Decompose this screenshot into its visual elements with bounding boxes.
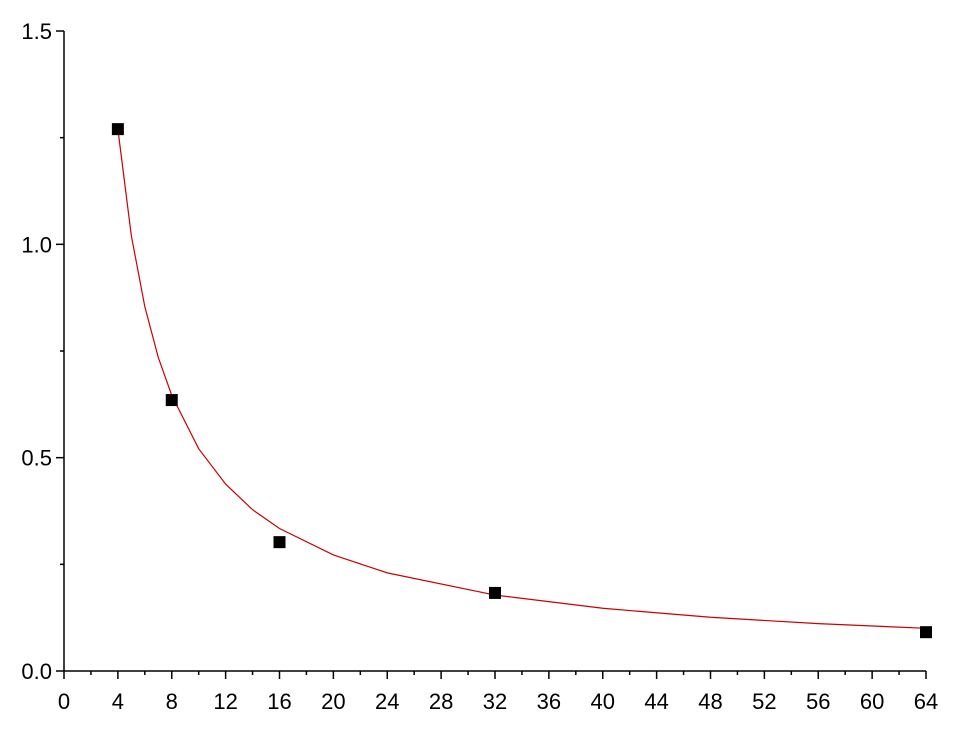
x-tick-label: 60	[860, 689, 884, 714]
x-tick-label: 56	[806, 689, 830, 714]
x-tick-label: 28	[429, 689, 453, 714]
x-tick-label: 64	[914, 689, 938, 714]
point	[111, 123, 124, 136]
x-tick-label: 4	[112, 689, 124, 714]
x-tick-label: 8	[166, 689, 178, 714]
x-tick-label: 52	[752, 689, 776, 714]
x-tick-label: 24	[375, 689, 399, 714]
x-tick-label: 44	[644, 689, 668, 714]
x-tick-label: 20	[321, 689, 345, 714]
y-tick-label: 1.5	[21, 19, 52, 44]
x-tick-label: 48	[698, 689, 722, 714]
y-tick-label: 0.5	[21, 446, 52, 471]
fit-curve	[117, 129, 927, 629]
x-tick-label: 40	[591, 689, 615, 714]
point	[165, 394, 178, 407]
point	[489, 586, 501, 599]
x-tick-label: 12	[213, 689, 237, 714]
point	[920, 626, 932, 639]
y-tick-label: 1.0	[21, 232, 52, 257]
x-tick-label: 0	[58, 689, 70, 714]
x-tick-label: 36	[537, 689, 561, 714]
y-tick-label: 0.0	[21, 659, 52, 684]
point	[273, 536, 286, 549]
x-tick-label: 32	[483, 689, 507, 714]
x-tick-label: 16	[267, 689, 291, 714]
